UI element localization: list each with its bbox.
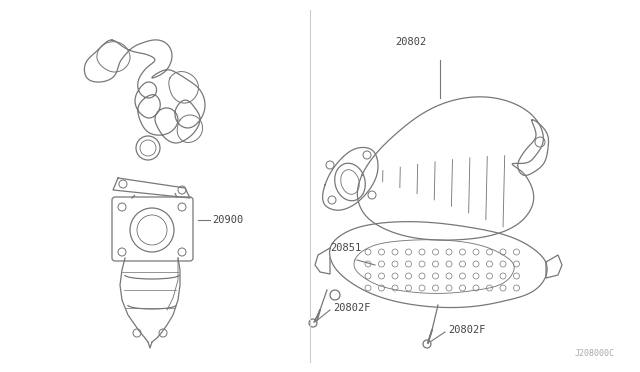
Text: 20802F: 20802F bbox=[448, 325, 486, 335]
Text: 20802: 20802 bbox=[395, 37, 426, 47]
Text: 20900: 20900 bbox=[212, 215, 243, 225]
Text: 20851: 20851 bbox=[330, 243, 361, 253]
Text: J208000C: J208000C bbox=[575, 349, 615, 358]
Text: 20802F: 20802F bbox=[333, 303, 371, 313]
